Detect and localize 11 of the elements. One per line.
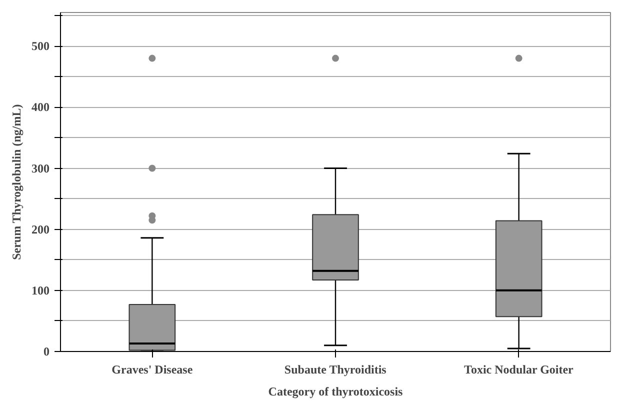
- y-tick-label: 300: [32, 161, 50, 176]
- y-tick-label: 400: [32, 100, 50, 114]
- x-tick-label: Subaute Thyroiditis: [284, 362, 387, 376]
- y-tick-label: 100: [32, 283, 50, 298]
- y-tick-label: 200: [32, 222, 50, 236]
- y-tick-label: 500: [32, 39, 50, 54]
- y-axis-title: Serum Thyroglobulin (ng/mL): [10, 104, 24, 260]
- x-tick-label: Graves' Disease: [112, 362, 194, 376]
- x-axis-title: Category of thyrotoxicosis: [268, 384, 404, 398]
- y-tick-label: 0: [44, 344, 50, 358]
- x-tick-label: Toxic Nodular Goiter: [464, 362, 574, 376]
